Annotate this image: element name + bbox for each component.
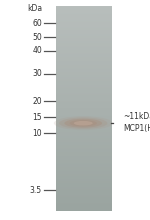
Text: 10: 10 <box>32 129 42 138</box>
Bar <box>56 7 111 211</box>
Ellipse shape <box>54 116 113 130</box>
Ellipse shape <box>59 117 107 129</box>
Ellipse shape <box>74 121 93 125</box>
Text: 3.5: 3.5 <box>30 186 42 195</box>
Text: kDa: kDa <box>27 4 42 13</box>
Text: ~11kDa: ~11kDa <box>123 112 150 121</box>
Text: 20: 20 <box>32 97 42 106</box>
Text: MCP1(Hu): MCP1(Hu) <box>123 124 150 133</box>
Ellipse shape <box>70 120 97 126</box>
Text: 15: 15 <box>32 113 42 121</box>
Text: 60: 60 <box>32 19 42 28</box>
Text: 40: 40 <box>32 46 42 55</box>
Text: 30: 30 <box>32 69 42 78</box>
Ellipse shape <box>64 119 102 128</box>
Text: 50: 50 <box>32 33 42 42</box>
